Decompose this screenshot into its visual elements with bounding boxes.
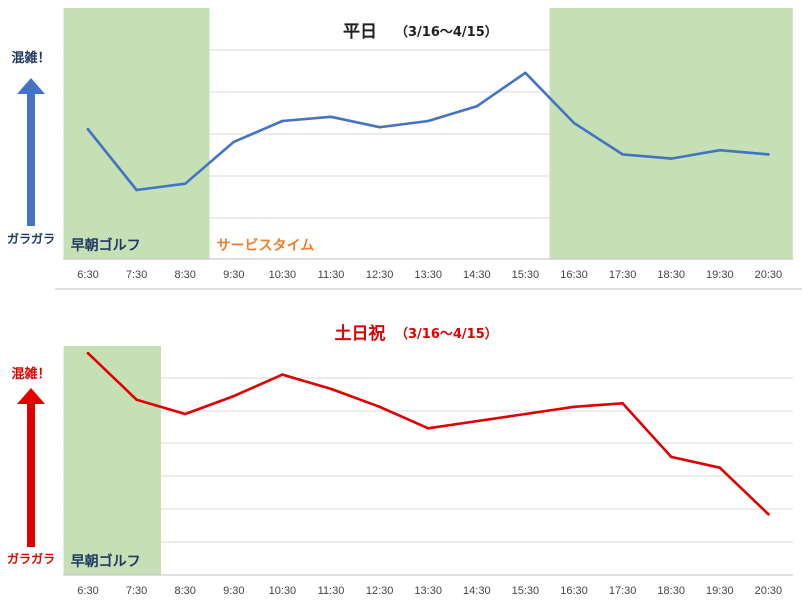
weekday-high-label: 混雑！ [11, 50, 50, 66]
weekday-data-point [669, 157, 673, 160]
holiday-high-label: 混雑！ [11, 366, 50, 382]
holiday-x-tick-label: 7:30 [126, 585, 147, 597]
holiday-x-tick-label: 13:30 [414, 585, 442, 597]
weekday-data-point [232, 140, 236, 144]
holiday-data-point [232, 394, 236, 398]
weekday-x-tick-label: 14:30 [463, 269, 491, 281]
holiday-x-tick-label: 10:30 [269, 585, 297, 597]
holiday-data-point [572, 405, 576, 409]
holiday-x-tick-label: 15:30 [512, 585, 540, 597]
weekday-band-label-0: 早朝ゴルフ [71, 237, 141, 254]
holiday-x-tick-label: 17:30 [609, 585, 637, 597]
holiday-series-line [86, 351, 770, 516]
weekday-low-label: ガラガラ [7, 231, 55, 246]
weekday-x-tick-label: 17:30 [609, 269, 637, 281]
weekday-up-arrow-icon [17, 78, 45, 226]
weekday-data-point [135, 188, 138, 192]
holiday-chart-subtitle: （3/16～4/15） [395, 326, 498, 342]
weekday-data-point [621, 153, 624, 156]
holiday-x-tick-label: 20:30 [755, 585, 783, 597]
holiday-band-label-0: 早朝ゴルフ [71, 553, 141, 570]
weekday-chart-subtitle: （3/16～4/15） [395, 24, 498, 40]
weekday-x-tick-label: 15:30 [512, 269, 540, 281]
weekday-data-point [572, 121, 576, 125]
holiday-x-tick-label: 9:30 [223, 585, 244, 597]
weekday-data-point [524, 71, 527, 75]
weekday-x-tick-label: 18:30 [657, 269, 685, 281]
weekday-x-tick-label: 9:30 [223, 269, 244, 281]
weekday-band-cover-0 [63, 8, 210, 259]
weekday-x-tick-label: 16:30 [560, 269, 588, 281]
weekday-data-point [378, 125, 381, 129]
holiday-data-point [135, 398, 138, 401]
weekday-x-tick-label: 10:30 [269, 269, 297, 281]
holiday-data-point [378, 405, 381, 409]
weekday-x-tick-label: 19:30 [706, 269, 734, 281]
holiday-x-tick-label: 19:30 [706, 585, 734, 597]
holiday-data-point [183, 412, 187, 416]
holiday-x-tick-label: 6:30 [77, 585, 98, 597]
weekday-x-tick-label: 7:30 [126, 269, 147, 281]
holiday-data-point [718, 466, 722, 469]
weekday-x-tick-label: 13:30 [414, 269, 442, 281]
weekday-data-point [718, 148, 722, 152]
holiday-x-tick-label: 14:30 [463, 585, 491, 597]
weekday-x-tick-label: 8:30 [174, 269, 195, 281]
holiday-up-arrow-icon [17, 388, 45, 547]
holiday-x-tick-label: 16:30 [560, 585, 588, 597]
weekday-x-tick-label: 12:30 [366, 269, 394, 281]
holiday-x-tick-label: 12:30 [366, 585, 394, 597]
holiday-data-point [281, 373, 284, 376]
weekday-data-point [767, 153, 770, 156]
holiday-band-cover-0 [63, 346, 161, 575]
weekday-band-label-1: サービスタイム [217, 238, 315, 254]
weekday-data-point [86, 128, 90, 131]
holiday-x-tick-label: 11:30 [318, 585, 345, 597]
holiday-data-point [475, 419, 479, 423]
holiday-x-tick-label: 18:30 [657, 585, 685, 597]
holiday-data-point [524, 412, 527, 416]
weekday-x-tick-label: 20:30 [755, 269, 783, 281]
weekday-x-tick-label: 11:30 [318, 269, 345, 281]
weekday-chart-title: 平日 [343, 22, 377, 42]
holiday-data-point [621, 401, 624, 405]
weekday-data-point [329, 115, 333, 119]
holiday-chart-title: 土日祝 [335, 323, 386, 344]
weekday-data-point [281, 119, 284, 123]
holiday-data-point [426, 426, 430, 430]
holiday-data-point [767, 512, 770, 516]
holiday-x-tick-label: 8:30 [174, 585, 195, 597]
weekday-x-tick-label: 6:30 [77, 269, 98, 281]
holiday-data-point [669, 455, 673, 459]
weekday-data-point [475, 105, 479, 108]
weekday-data-point [183, 182, 187, 185]
weekday-band-cover-2 [549, 8, 793, 259]
weekday-data-point [426, 119, 430, 123]
holiday-data-point [86, 351, 90, 355]
holiday-data-point [329, 387, 333, 391]
holiday-low-label: ガラガラ [7, 551, 55, 566]
